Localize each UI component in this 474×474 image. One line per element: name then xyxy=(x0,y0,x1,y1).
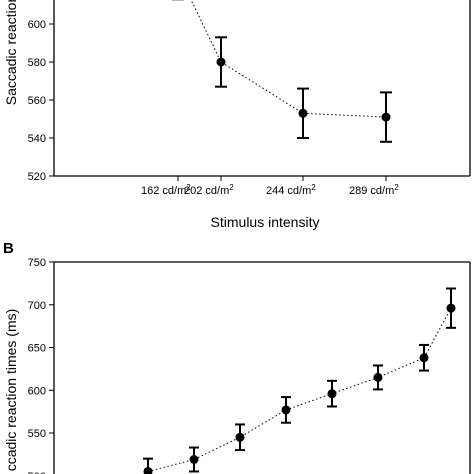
panel-a-x-tick-label: 289 cd/m2 xyxy=(349,183,399,197)
panel-a-data-point xyxy=(381,112,391,122)
panel-b-data-point xyxy=(281,405,291,415)
panel-a-y-axis: 520 540 560 580 600 xyxy=(28,19,54,183)
panel-a-data-point xyxy=(216,57,226,67)
panel-b-y-axis: 550 600 650 700 750 500 xyxy=(28,257,54,474)
panel-b-data-point xyxy=(373,372,383,382)
panel-a-y-tick-label: 540 xyxy=(28,133,46,145)
panel-b-data-point xyxy=(189,455,199,465)
panel-a-y-axis-title: Saccadic reaction xyxy=(3,0,19,105)
panel-b-y-tick-label: 650 xyxy=(28,343,46,355)
panel-b-data-point xyxy=(327,389,337,399)
panel-b-label: B xyxy=(3,240,14,257)
panel-b-data-point xyxy=(446,303,456,313)
panel-a-series-line xyxy=(190,0,387,118)
panel-b-y-tick-label: 550 xyxy=(28,428,46,440)
panel-a-x-tick-label: 244 cd/m2 xyxy=(266,183,316,197)
panel-b-y-tick-label: 600 xyxy=(28,385,46,397)
panel-a-series xyxy=(172,0,392,143)
panel-b-data-point xyxy=(419,353,429,363)
panel-a-y-tick-label: 580 xyxy=(28,57,46,69)
panel-b-y-tick-label: 700 xyxy=(28,300,46,312)
panel-a-y-tick-label: 520 xyxy=(28,171,46,183)
panel-b-data-point xyxy=(235,432,245,442)
panel-a-x-axis-title: Stimulus intensity xyxy=(211,214,320,230)
panel-b-data-point xyxy=(143,466,153,474)
panel-b-plot-frame xyxy=(53,261,471,474)
panel-a-x-tick-label: 202 cd/m2 xyxy=(184,183,234,197)
panel-b-y-tick-label: 750 xyxy=(28,257,46,269)
panel-b-y-axis-title: ccadic reaction times (ms) xyxy=(3,309,19,472)
panel-b-series xyxy=(143,287,456,474)
panel-a-data-point xyxy=(298,108,308,118)
panel-b-y-tick-label-partial: 500 xyxy=(28,471,46,474)
panel-b: B ccadic reaction times (ms) 550 600 650 70… xyxy=(3,240,471,474)
panel-a: Saccadic reaction 520 540 560 580 600 162 cd… xyxy=(3,0,471,230)
panel-a-plot-frame xyxy=(53,0,471,177)
panel-a-y-tick-label: 600 xyxy=(28,19,46,31)
panel-b-series-line xyxy=(147,307,452,472)
panel-a-x-tick-label: 162 cd/m2 xyxy=(141,183,191,197)
panel-a-y-tick-label: 560 xyxy=(28,95,46,107)
